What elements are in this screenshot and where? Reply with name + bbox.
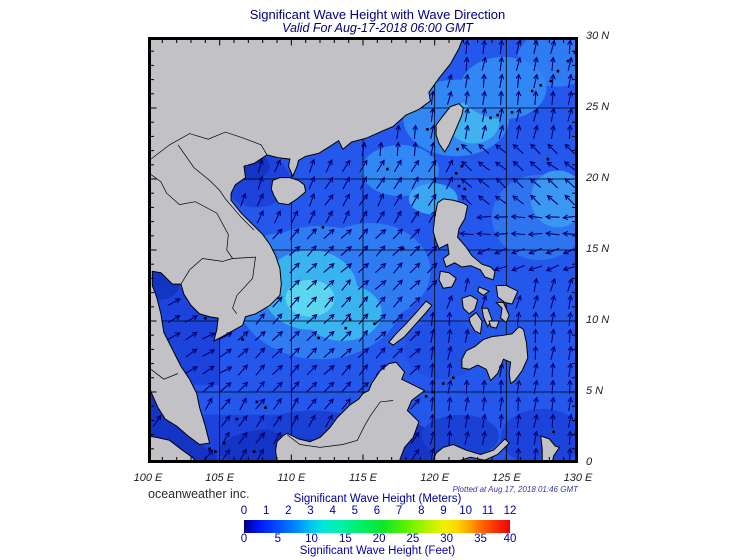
lon-tick-label: 115 E xyxy=(349,472,377,484)
colorbar-tick-label: 25 xyxy=(406,533,420,545)
colorbar-tick-label: 10 xyxy=(305,533,318,545)
lon-tick-label: 120 E xyxy=(420,472,450,484)
colorbar-gradient xyxy=(244,520,510,533)
lon-tick-label: 100 E xyxy=(133,472,163,484)
lat-tick-label: 15 N xyxy=(586,243,610,255)
colorbar-tick-label: 20 xyxy=(372,533,386,545)
colorbar-tick-label: 5 xyxy=(351,505,359,517)
colorbar-tick-label: 7 xyxy=(395,505,403,517)
lon-tick-label: 110 E xyxy=(277,472,306,484)
lon-tick-label: 130 E xyxy=(563,472,593,484)
colorbar-tick-label: 9 xyxy=(440,505,447,517)
wave-map-svg xyxy=(148,37,578,463)
colorbar-tick-label: 35 xyxy=(474,533,487,545)
colorbar-tick-label: 15 xyxy=(338,533,352,545)
lat-tick-label: 25 N xyxy=(586,101,610,113)
colorbar-tick-label: 12 xyxy=(503,505,517,517)
colorbar-tick-label: 6 xyxy=(373,505,381,517)
colorbar-tick-label: 10 xyxy=(459,505,473,517)
wave-direction-arrows xyxy=(152,39,577,463)
colorbar-title-feet: Significant Wave Height (Feet) xyxy=(299,545,456,557)
lon-tick-label: 125 E xyxy=(491,472,521,484)
map-canvas xyxy=(148,37,578,463)
colorbar-tick-label: 8 xyxy=(418,505,425,517)
lat-tick-label: 0 xyxy=(586,456,593,468)
land-polygons xyxy=(148,37,561,463)
lat-tick-label: 30 N xyxy=(586,30,610,42)
colorbar-tick-label: 4 xyxy=(329,505,336,517)
colorbar-title-meters: Significant Wave Height (Meters) xyxy=(293,493,462,505)
colorbar-tick-label: 30 xyxy=(440,533,454,545)
colorbar-tick-label: 3 xyxy=(307,505,314,517)
chart-valid-time: Valid For Aug-17-2018 06:00 GMT xyxy=(282,21,473,35)
lat-tick-label: 20 N xyxy=(586,172,610,184)
credit-text: oceanweather inc. xyxy=(148,487,250,501)
map-frame-border xyxy=(148,37,578,463)
lat-tick-label: 10 N xyxy=(586,314,610,326)
colorbar-tick-label: 11 xyxy=(481,505,494,517)
plotted-timestamp: Plotted at Aug 17, 2018 01:46 GMT xyxy=(452,485,578,494)
lon-tick-label: 105 E xyxy=(205,472,235,484)
country-borders xyxy=(149,131,394,448)
colorbar-tick-label: 2 xyxy=(285,505,292,517)
colorbar-tick-label: 5 xyxy=(274,533,281,545)
colorbar-tick-label: 40 xyxy=(503,533,517,545)
colorbar-tick-label: 0 xyxy=(240,505,248,517)
colorbar-tick-label: 1 xyxy=(262,505,270,517)
lat-tick-label: 5 N xyxy=(586,385,604,397)
colorbar-tick-label: 0 xyxy=(240,533,248,545)
chart-title: Significant Wave Height with Wave Direct… xyxy=(249,7,506,22)
